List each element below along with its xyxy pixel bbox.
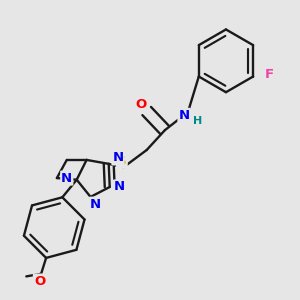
Text: N: N (90, 198, 101, 211)
Text: N: N (114, 181, 125, 194)
Text: S: S (117, 155, 127, 168)
Text: O: O (34, 274, 45, 287)
Text: N: N (112, 152, 124, 164)
Text: F: F (265, 68, 274, 81)
Text: N: N (61, 172, 72, 184)
Text: N: N (178, 109, 190, 122)
Text: O: O (135, 98, 146, 111)
Text: H: H (193, 116, 203, 126)
